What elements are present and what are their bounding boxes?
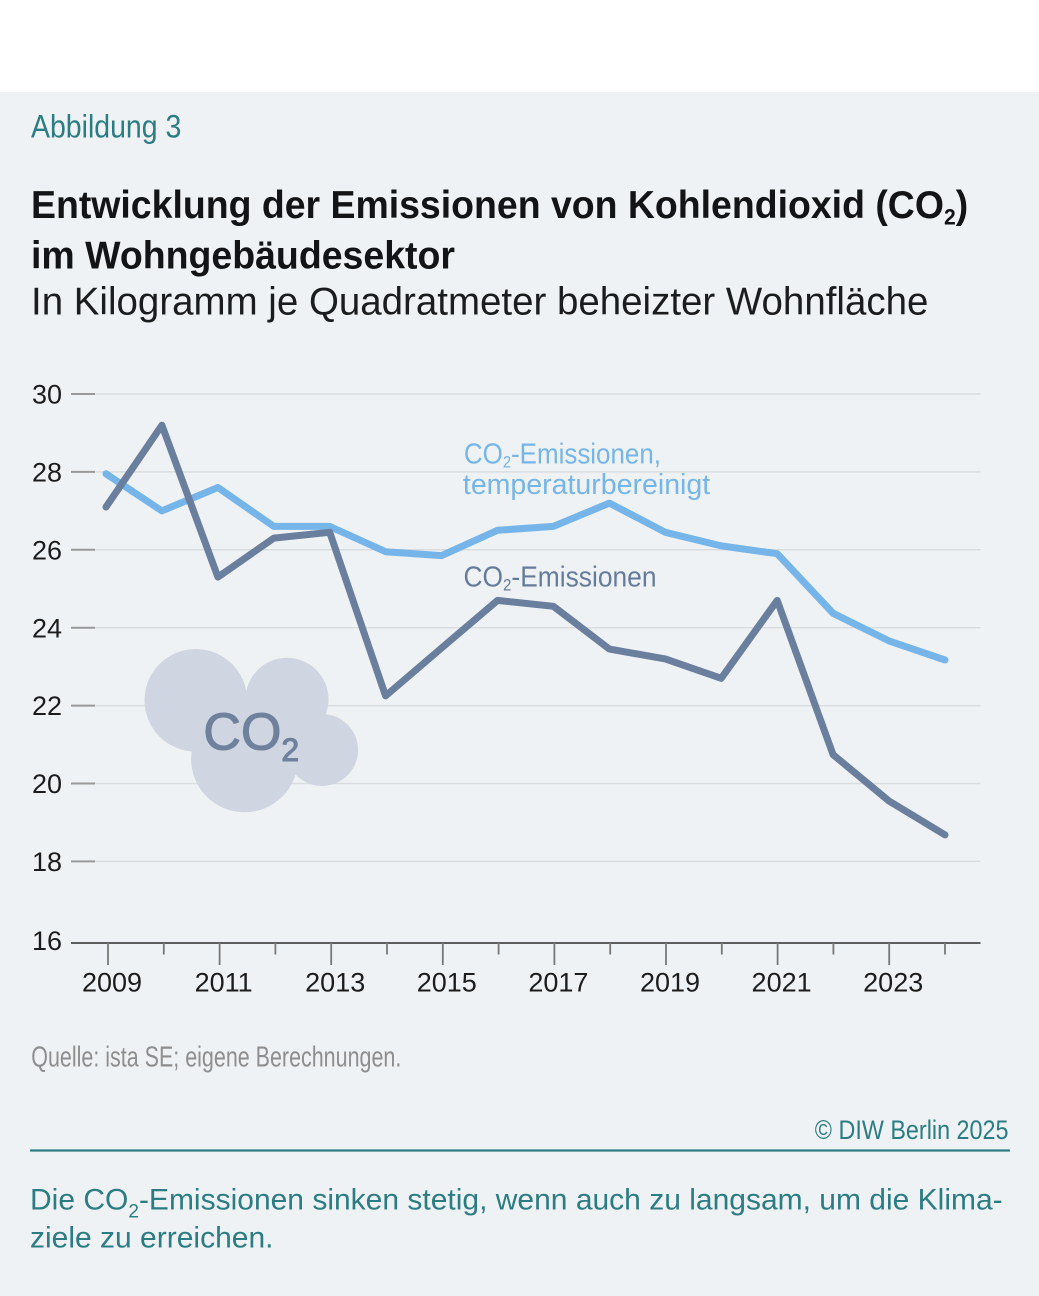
svg-text:Die CO2-Emissionen sinken stet: Die CO2-Emissionen sinken stetig, wenn a… xyxy=(30,1184,1003,1223)
svg-text:26: 26 xyxy=(32,535,62,565)
svg-text:© DIW Berlin 2025: © DIW Berlin 2025 xyxy=(815,1115,1009,1145)
svg-text:CO2-Emissionen: CO2-Emissionen xyxy=(464,562,657,595)
svg-text:Quelle: ista SE; eigene Berech: Quelle: ista SE; eigene Berechnungen. xyxy=(31,1042,401,1074)
svg-text:2009: 2009 xyxy=(82,968,142,998)
svg-text:Entwicklung der Emissionen von: Entwicklung der Emissionen von Kohlendio… xyxy=(31,184,968,230)
svg-text:20: 20 xyxy=(32,769,62,799)
svg-text:18: 18 xyxy=(32,847,62,877)
svg-text:Abbildung 3: Abbildung 3 xyxy=(31,109,181,145)
svg-text:In Kilogramm je Quadratmeter b: In Kilogramm je Quadratmeter beheizter W… xyxy=(31,281,928,324)
svg-text:2023: 2023 xyxy=(863,968,923,998)
svg-text:2017: 2017 xyxy=(528,968,588,998)
svg-text:ziele zu erreichen.: ziele zu erreichen. xyxy=(30,1222,273,1255)
svg-text:temperaturbereinigt: temperaturbereinigt xyxy=(463,469,710,501)
svg-text:2011: 2011 xyxy=(195,968,253,998)
svg-text:2021: 2021 xyxy=(752,968,812,998)
svg-text:2019: 2019 xyxy=(640,968,700,998)
svg-text:CO2-Emissionen,: CO2-Emissionen, xyxy=(464,438,661,471)
svg-text:2013: 2013 xyxy=(305,968,365,998)
svg-text:30: 30 xyxy=(32,380,62,410)
svg-text:24: 24 xyxy=(32,613,62,643)
svg-text:im Wohngebäudesektor: im Wohngebäudesektor xyxy=(31,235,455,278)
svg-text:16: 16 xyxy=(32,926,62,956)
svg-text:2015: 2015 xyxy=(417,968,477,998)
svg-text:22: 22 xyxy=(32,691,62,721)
svg-text:28: 28 xyxy=(32,458,62,488)
